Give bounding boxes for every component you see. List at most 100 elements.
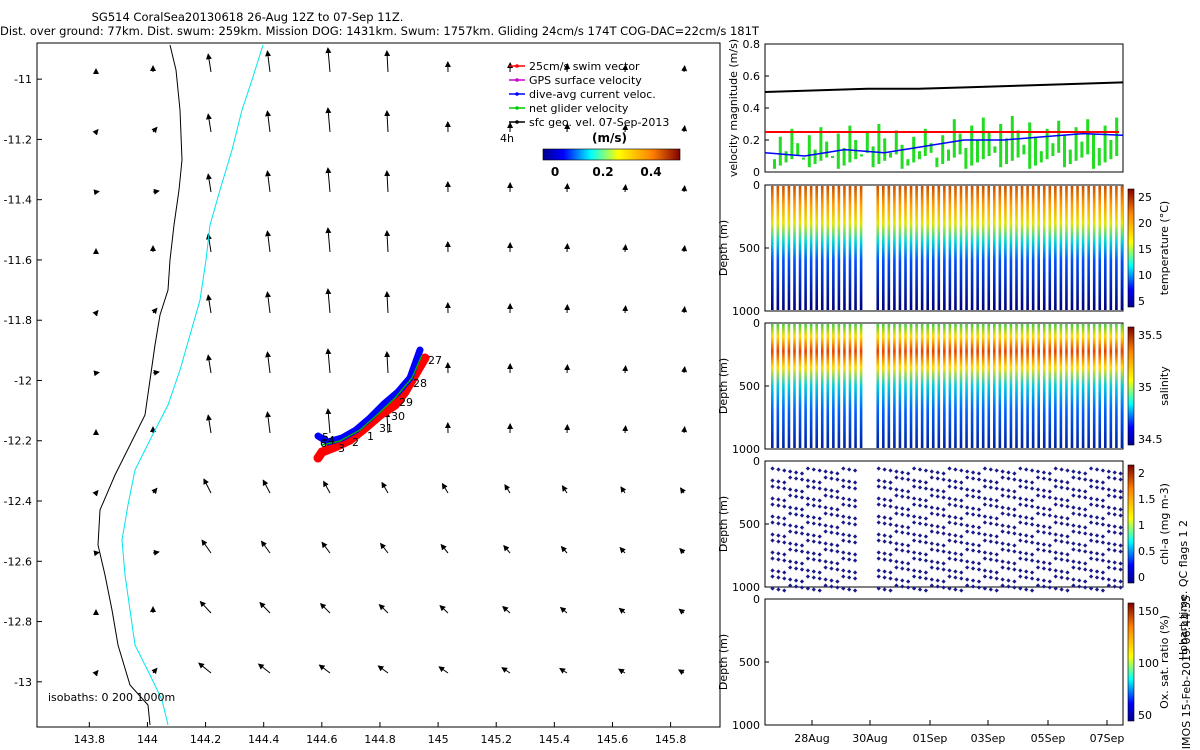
current-arrow (559, 606, 568, 614)
current-arrow (325, 167, 332, 193)
chl-sample (793, 512, 799, 517)
net-velocity-bar (802, 157, 805, 160)
chl-sample (876, 574, 881, 579)
chl-sample (982, 586, 988, 591)
profile-cast (782, 186, 785, 310)
chl-sample (1118, 549, 1123, 554)
net-velocity-bar (935, 157, 939, 168)
chl-sample (888, 558, 893, 563)
chl-sample (911, 520, 917, 525)
profile-cast (937, 186, 941, 310)
chl-sample (1047, 561, 1052, 566)
current-arrow (259, 601, 271, 614)
profile-cast (954, 186, 957, 310)
chl-sample (805, 574, 811, 579)
colorbar-tick-label: 0.5 (1138, 545, 1156, 558)
profile-cast (1009, 186, 1013, 310)
chl-sample (788, 577, 793, 582)
colorbar-tick-label: 34.5 (1138, 433, 1163, 446)
colorbar-label: salinity (1158, 366, 1171, 406)
current-arrow (93, 370, 100, 377)
chl-sample (923, 558, 929, 563)
chl-sample (876, 520, 881, 525)
chl-sample (929, 475, 934, 480)
chl-sample (1112, 578, 1117, 583)
chl-sample (770, 586, 775, 591)
profile-cast (998, 186, 1002, 310)
chl-sample (947, 532, 952, 537)
profile-cast (1098, 324, 1102, 448)
chl-sample (1077, 566, 1082, 571)
chl-sample (911, 538, 917, 543)
chl-sample (1000, 547, 1005, 552)
current-arrow (265, 411, 272, 434)
chl-sample (1088, 586, 1094, 591)
net-velocity-bar (941, 135, 945, 164)
track-day-label: 31 (379, 422, 393, 435)
chl-sample (888, 468, 893, 473)
net-velocity-bar (958, 133, 962, 155)
profile-cast (915, 324, 918, 448)
chl-sample (1065, 534, 1070, 539)
chl-sample (788, 505, 793, 510)
chl-sample (1083, 579, 1088, 584)
chl-sample (959, 486, 964, 491)
chl-sample (1012, 579, 1017, 584)
map-y-tick-label: -11.2 (4, 133, 32, 146)
current-arrow (323, 480, 331, 494)
chl-sample (894, 469, 899, 474)
chl-sample (947, 574, 952, 579)
chl-sample (841, 556, 846, 561)
chl-sample (799, 585, 805, 590)
chl-sample (953, 557, 958, 562)
track-net-velocity (321, 354, 423, 446)
section-y-tick-label: 0 (753, 593, 760, 606)
chl-sample (911, 556, 917, 561)
chl-sample (1118, 471, 1123, 476)
chl-sample (906, 525, 911, 530)
chl-sample (982, 556, 988, 561)
chl-sample (917, 533, 923, 538)
current-arrow (151, 487, 158, 495)
map-x-tick-label: 145.2 (480, 733, 512, 746)
chl-sample (1053, 586, 1058, 591)
chl-sample (782, 480, 787, 485)
chl-sample (841, 568, 846, 573)
chl-sample (823, 469, 828, 474)
chl-sample (941, 543, 946, 548)
chl-sample (1106, 505, 1111, 510)
current-arrow (501, 667, 511, 674)
net-velocity-bar (970, 125, 974, 166)
chl-sample (805, 556, 811, 561)
chl-sample (823, 505, 828, 510)
chl-sample (829, 470, 834, 475)
chl-sample (876, 502, 881, 507)
chl-sample (947, 550, 952, 555)
chl-sample (817, 480, 822, 485)
chl-sample (917, 503, 923, 508)
colorbar-tick-label: 15 (1138, 243, 1152, 256)
chl-sample (835, 471, 840, 476)
colorbar-tick-label: 1.5 (1138, 493, 1156, 506)
chl-sample (900, 578, 905, 583)
chl-sample (770, 556, 775, 561)
current-arrow (438, 666, 449, 674)
chl-sample (1100, 588, 1106, 593)
current-arrow (152, 549, 160, 556)
chl-sample (1006, 548, 1011, 553)
chl-sample (917, 467, 923, 472)
chl-sample (823, 511, 828, 516)
net-velocity-bar (900, 144, 904, 169)
net-velocity-bar (993, 146, 997, 153)
chl-sample (965, 529, 970, 534)
chl-sample (1077, 578, 1082, 583)
chl-sample (1053, 466, 1058, 471)
section-ylabel: Depth (m) (717, 496, 730, 552)
profile-cast (1087, 324, 1090, 448)
chl-sample (900, 488, 905, 493)
chl-sample (935, 548, 940, 553)
chl-sample (1100, 522, 1106, 527)
chl-sample (835, 495, 840, 500)
chl-sample (847, 557, 852, 562)
